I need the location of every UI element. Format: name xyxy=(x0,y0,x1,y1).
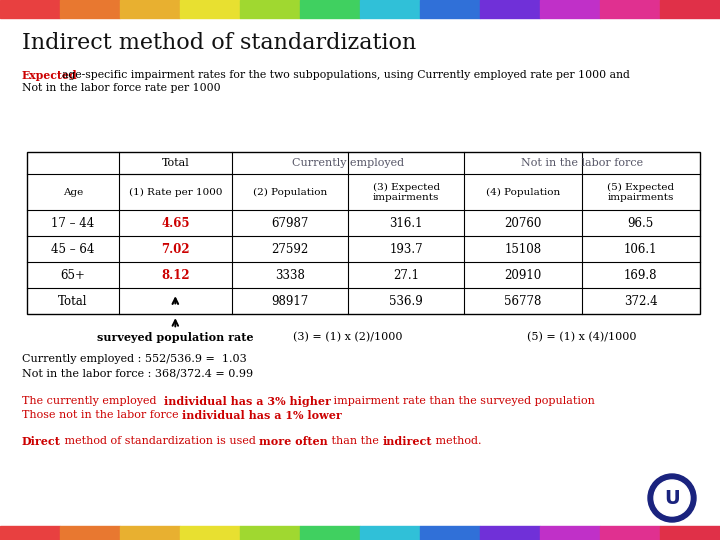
Bar xyxy=(420,526,480,540)
Text: 98917: 98917 xyxy=(271,295,308,308)
Text: Those not in the labor force: Those not in the labor force xyxy=(22,410,182,420)
Bar xyxy=(60,526,120,540)
Text: 8.12: 8.12 xyxy=(161,269,189,282)
Text: method of standardization is used: method of standardization is used xyxy=(61,436,259,446)
Text: indirect: indirect xyxy=(382,436,432,447)
Text: 67987: 67987 xyxy=(271,217,308,230)
Bar xyxy=(660,526,720,540)
Text: 106.1: 106.1 xyxy=(624,243,657,256)
Bar xyxy=(180,526,240,540)
Text: Total: Total xyxy=(58,295,88,308)
Text: 56778: 56778 xyxy=(505,295,541,308)
Text: 20760: 20760 xyxy=(505,217,541,230)
Text: Not in the labor force: Not in the labor force xyxy=(521,158,643,168)
Text: (3) = (1) x (2)/1000: (3) = (1) x (2)/1000 xyxy=(293,332,403,342)
Text: 96.5: 96.5 xyxy=(628,217,654,230)
Text: 169.8: 169.8 xyxy=(624,269,657,282)
Text: 3338: 3338 xyxy=(275,269,305,282)
Bar xyxy=(180,0,240,18)
Bar xyxy=(300,526,360,540)
Text: The currently employed: The currently employed xyxy=(22,396,163,406)
Text: (1) Rate per 1000: (1) Rate per 1000 xyxy=(129,188,222,197)
Text: (3) Expected
impairments: (3) Expected impairments xyxy=(372,183,440,202)
Bar xyxy=(360,0,420,18)
Circle shape xyxy=(648,474,696,522)
Text: Not in the labor force rate per 1000: Not in the labor force rate per 1000 xyxy=(22,83,220,93)
Text: more often: more often xyxy=(259,436,328,447)
Text: 17 – 44: 17 – 44 xyxy=(51,217,95,230)
Text: Total: Total xyxy=(161,158,189,168)
Text: Currently employed: Currently employed xyxy=(292,158,404,168)
Bar xyxy=(240,0,300,18)
Bar xyxy=(27,152,700,314)
Bar xyxy=(600,0,660,18)
Text: (5) Expected
impairments: (5) Expected impairments xyxy=(607,183,675,202)
Bar xyxy=(600,526,660,540)
Text: 193.7: 193.7 xyxy=(390,243,423,256)
Bar xyxy=(240,526,300,540)
Bar xyxy=(60,0,120,18)
Text: Not in the labor force : 368/372.4 = 0.99: Not in the labor force : 368/372.4 = 0.9… xyxy=(22,368,253,379)
Bar xyxy=(540,0,600,18)
Text: Direct: Direct xyxy=(22,436,61,447)
Text: 536.9: 536.9 xyxy=(390,295,423,308)
Bar xyxy=(480,0,540,18)
Text: than the: than the xyxy=(328,436,382,446)
Text: Expected: Expected xyxy=(22,70,78,81)
Text: 316.1: 316.1 xyxy=(390,217,423,230)
Bar xyxy=(0,526,60,540)
Text: 15108: 15108 xyxy=(505,243,541,256)
Text: U: U xyxy=(664,489,680,508)
Text: surveyed population rate: surveyed population rate xyxy=(97,332,253,343)
Text: impairment rate than the surveyed population: impairment rate than the surveyed popula… xyxy=(330,396,595,406)
Text: 27.1: 27.1 xyxy=(393,269,419,282)
Text: 27592: 27592 xyxy=(271,243,308,256)
Text: (4) Population: (4) Population xyxy=(486,188,560,197)
Bar xyxy=(540,526,600,540)
Bar xyxy=(120,0,180,18)
Circle shape xyxy=(654,480,690,516)
Bar xyxy=(360,526,420,540)
Text: 65+: 65+ xyxy=(60,269,86,282)
Bar xyxy=(120,526,180,540)
Text: 7.02: 7.02 xyxy=(161,243,189,256)
Text: Indirect method of standardization: Indirect method of standardization xyxy=(22,32,416,54)
Bar xyxy=(0,0,60,18)
Bar xyxy=(660,0,720,18)
Text: Age: Age xyxy=(63,188,84,197)
Text: 45 – 64: 45 – 64 xyxy=(51,243,95,256)
Text: (5) = (1) x (4)/1000: (5) = (1) x (4)/1000 xyxy=(527,332,637,342)
Text: (2) Population: (2) Population xyxy=(253,188,327,197)
Bar xyxy=(480,526,540,540)
Text: individual has a 1% lower: individual has a 1% lower xyxy=(182,410,342,421)
Text: age-specific impairment rates for the two subpopulations, using Currently employ: age-specific impairment rates for the tw… xyxy=(62,70,630,80)
Text: 4.65: 4.65 xyxy=(161,217,189,230)
Bar xyxy=(420,0,480,18)
Text: 20910: 20910 xyxy=(505,269,541,282)
Text: individual has a 3% higher: individual has a 3% higher xyxy=(163,396,330,407)
Bar xyxy=(300,0,360,18)
Text: method.: method. xyxy=(432,436,482,446)
Text: 372.4: 372.4 xyxy=(624,295,657,308)
Text: Currently employed : 552/536.9 =  1.03: Currently employed : 552/536.9 = 1.03 xyxy=(22,354,247,364)
